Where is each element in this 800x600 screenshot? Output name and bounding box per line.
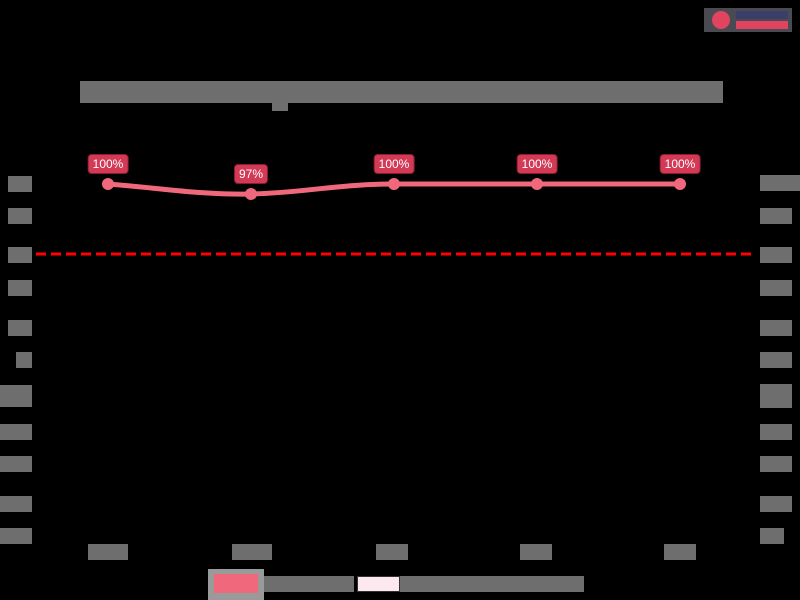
chart-title: [80, 81, 723, 103]
left-axis-label: [0, 528, 32, 544]
right-axis-label: [760, 496, 792, 512]
legend-label-series: [264, 576, 354, 592]
right-axis-label: [760, 247, 792, 263]
chart-title-descender: [272, 103, 288, 111]
data-point: [674, 178, 686, 190]
data-label: 100%: [87, 154, 129, 174]
left-axis-label: [0, 385, 32, 407]
x-axis-label: [520, 544, 552, 560]
left-axis-label: [0, 456, 32, 472]
legend-swatch-reference[interactable]: [357, 576, 400, 592]
x-axis-label: [88, 544, 128, 560]
data-label: 100%: [373, 154, 415, 174]
logo-wordmark-bottom: [736, 21, 788, 29]
legend-label-reference: [400, 576, 584, 592]
left-axis-label: [8, 280, 32, 296]
left-axis-label: [0, 424, 32, 440]
right-axis-label: [760, 424, 792, 440]
data-point: [388, 178, 400, 190]
data-point: [102, 178, 114, 190]
data-label: 100%: [659, 154, 701, 174]
right-axis-label: [760, 280, 792, 296]
right-axis-label: [760, 208, 792, 224]
brand-logo: [704, 8, 792, 32]
legend-swatch-series[interactable]: [208, 569, 264, 600]
left-axis-label: [16, 352, 32, 368]
left-axis-label: [0, 496, 32, 512]
left-axis-label: [8, 208, 32, 224]
right-axis-label: [760, 384, 792, 408]
data-point: [245, 188, 257, 200]
data-point: [531, 178, 543, 190]
x-axis-label: [232, 544, 272, 560]
left-axis-label: [8, 320, 32, 336]
data-label: 97%: [233, 164, 269, 184]
right-axis-label: [760, 352, 792, 368]
right-axis-label: [760, 456, 792, 472]
right-axis-label: [760, 320, 792, 336]
left-axis-label: [8, 247, 32, 263]
right-axis-label: [760, 175, 800, 191]
x-axis-label: [664, 544, 696, 560]
right-axis-label: [760, 528, 784, 544]
logo-wordmark-top: [736, 11, 788, 19]
left-axis-label: [8, 176, 32, 192]
data-label: 100%: [516, 154, 558, 174]
logo-globe-icon: [712, 11, 730, 29]
x-axis-label: [376, 544, 408, 560]
